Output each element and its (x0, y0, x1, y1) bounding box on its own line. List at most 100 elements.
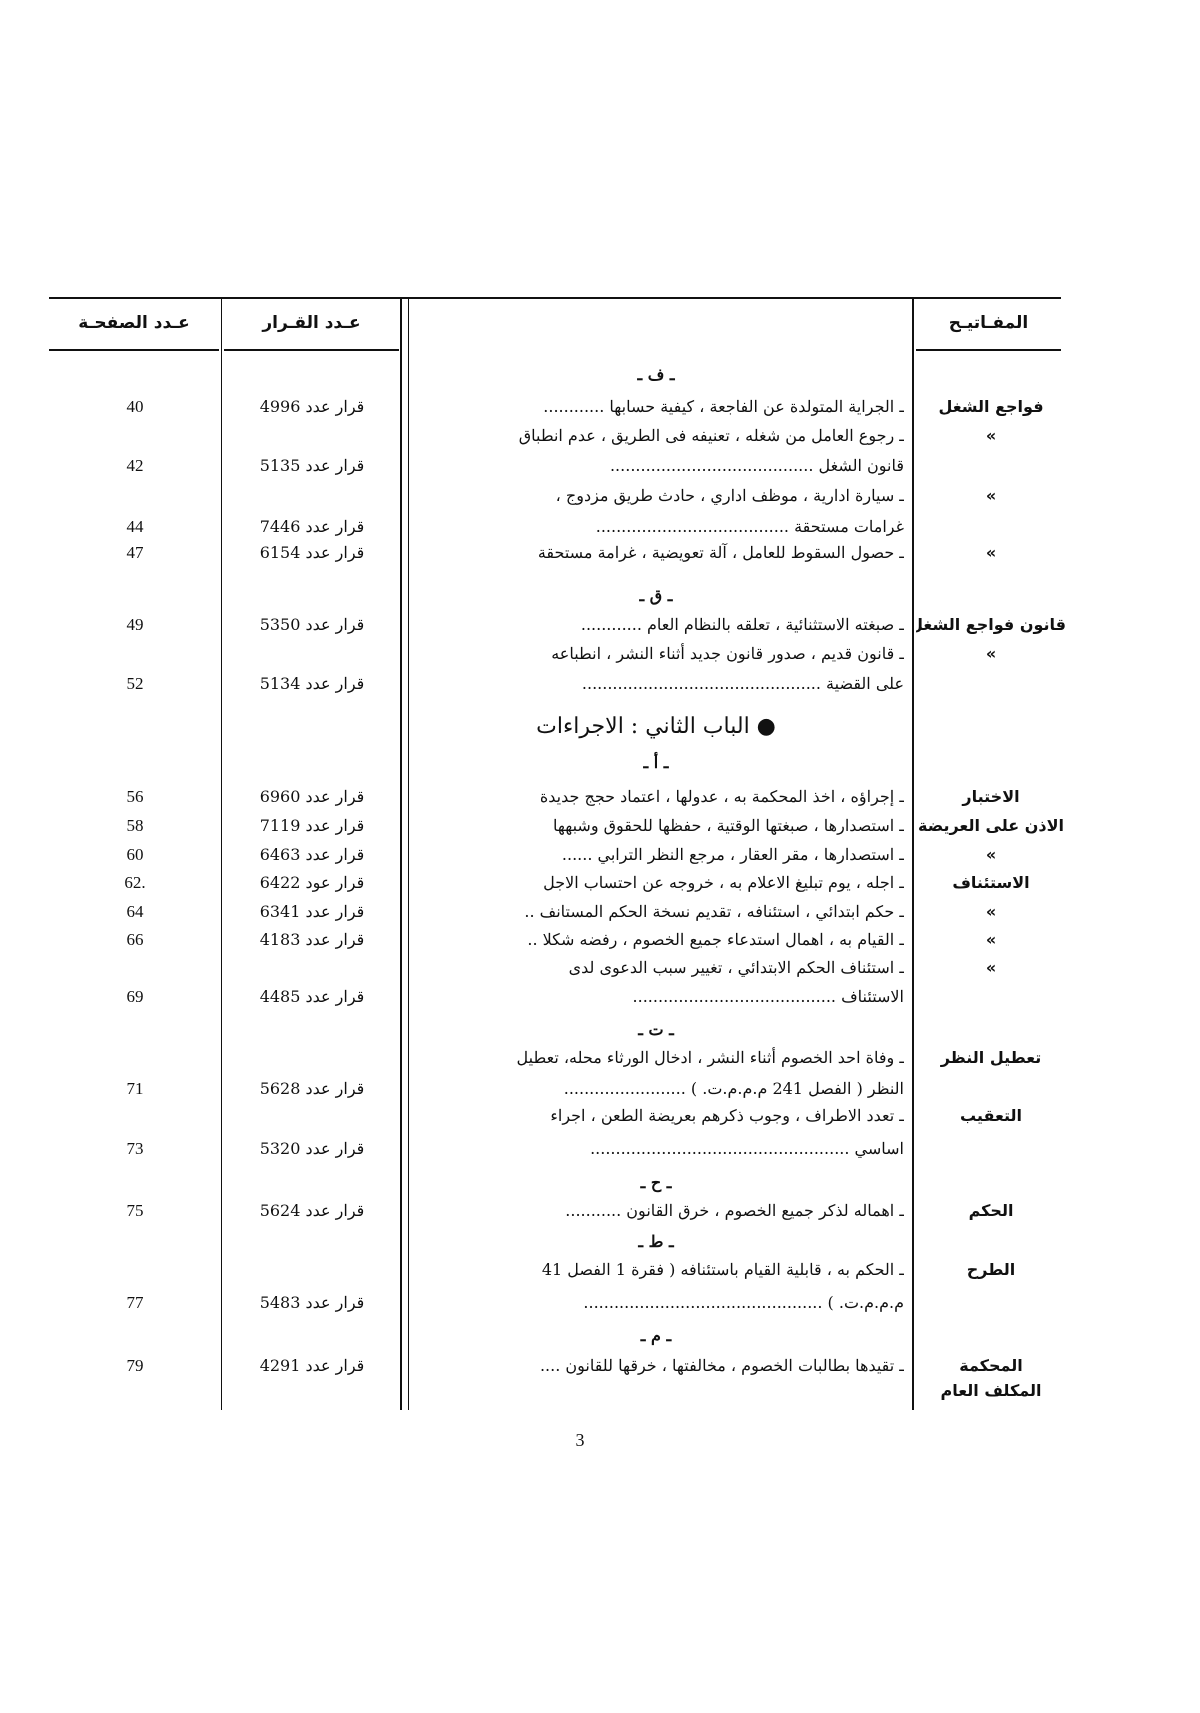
top-rule (49, 297, 1061, 299)
header-bottom-rule-keywords (916, 349, 1061, 351)
entry-description: ـ حكم ابتدائي ، استئنافه ، تقديم نسخة ال… (524, 902, 904, 921)
entry-keyword: » (985, 426, 997, 445)
page-reference: .62 (124, 873, 146, 892)
page-reference: 44 (126, 517, 144, 536)
page-reference: 56 (126, 787, 144, 806)
header-keywords: المفـاتيـح (948, 313, 1029, 333)
page-reference: 60 (126, 845, 144, 864)
entry-keyword: » (985, 486, 997, 505)
entry-description: ـ استئناف الحكم الابتدائي ، تغيير سبب ال… (568, 958, 904, 977)
section-letter: ـ ط ـ (638, 1232, 674, 1251)
page-reference: 79 (126, 1356, 144, 1375)
section-letter: ـ ف ـ (637, 365, 675, 384)
entry-keyword: التعقيب (959, 1106, 1023, 1125)
chapter-heading: ● الباب الثاني : الاجراءات (536, 714, 776, 739)
decision-number: قرار عدد 5135 (259, 456, 365, 475)
entry-description: ـ صبغته الاستثنائية ، تعلقه بالنظام العا… (580, 615, 904, 634)
entry-keyword: الاذن على العريضة (917, 816, 1064, 835)
decision-number: قرار عدد 5624 (259, 1201, 365, 1220)
entry-description: غرامات مستحقة ..........................… (595, 517, 904, 536)
page-reference: 71 (126, 1079, 144, 1098)
page-reference: 73 (126, 1139, 144, 1158)
decision-number: قرار عدد 6960 (259, 787, 365, 806)
column-divider (912, 298, 914, 1410)
decision-number: قرار عدد 4183 (259, 930, 365, 949)
page-reference: 75 (126, 1201, 144, 1220)
header-bottom-rule-page (49, 349, 219, 351)
entry-description: الاستئناف ..............................… (632, 987, 904, 1006)
section-letter: ـ أ ـ (643, 753, 669, 772)
page-reference: 77 (126, 1293, 144, 1312)
entry-keyword: » (985, 958, 997, 977)
entry-keyword: الحكم (968, 1201, 1014, 1220)
decision-number: قرار عدد 4996 (259, 397, 365, 416)
decision-number: قرار عدد 6463 (259, 845, 365, 864)
entry-keyword: » (985, 902, 997, 921)
entry-description: ـ اجله ، يوم تبليغ الاعلام به ، خروجه عن… (543, 873, 904, 892)
entry-description: ـ الحكم به ، قابلية القيام باستئنافه ( ف… (541, 1260, 904, 1279)
entry-description: ـ قانون قديم ، صدور قانون جديد أثناء الن… (551, 644, 904, 663)
page-reference: 69 (126, 987, 144, 1006)
page-number: 3 (575, 1430, 585, 1450)
entry-keyword: » (985, 845, 997, 864)
header-page-number: عـدد الصفحـة (78, 313, 190, 333)
entry-description: ـ تقيدها بطالبات الخصوم ، مخالفتها ، خرق… (539, 1356, 904, 1375)
entry-keyword: الاختبار (962, 787, 1020, 806)
entry-description: قانون الشغل ............................… (609, 456, 904, 475)
decision-number: قرار عدد 7446 (259, 517, 365, 536)
entry-description: ـ تعدد الاطراف ، وجوب ذكرهم بعريضة الطعن… (550, 1106, 904, 1125)
entry-description: ـ سيارة ادارية ، موظف اداري ، حادث طريق … (555, 486, 904, 505)
column-divider (408, 298, 409, 1410)
page-reference: 49 (126, 615, 144, 634)
header-bottom-rule-decision (224, 349, 399, 351)
entry-keyword: فواجع الشغل (938, 397, 1044, 416)
section-letter: ـ ت ـ (638, 1020, 674, 1039)
entry-keyword: قانون فواجع الشغل (916, 615, 1066, 634)
section-letter: ـ ح ـ (640, 1173, 672, 1192)
column-divider (400, 298, 402, 1410)
header-decision-number: عـدد القـرار (262, 313, 361, 333)
entry-description: ـ وفاة احد الخصوم أثناء النشر ، ادخال ال… (516, 1048, 904, 1067)
page-reference: 58 (126, 816, 144, 835)
entry-description: م.م.م.ت. ) .............................… (583, 1293, 904, 1312)
decision-number: قرار عود 6422 (259, 873, 365, 892)
entry-keyword: تعطيل النظر (940, 1048, 1042, 1067)
page-reference: 66 (126, 930, 144, 949)
section-letter: ـ م ـ (640, 1326, 672, 1345)
entry-keyword: المكلف العام (940, 1381, 1042, 1400)
page-reference: 40 (126, 397, 144, 416)
entry-description: ـ الجراية المتولدة عن الفاجعة ، كيفية حس… (543, 397, 904, 416)
section-letter: ـ ق ـ (639, 586, 673, 605)
entry-keyword: » (985, 930, 997, 949)
page-reference: 52 (126, 674, 144, 693)
entry-keyword: المحكمة (959, 1356, 1023, 1375)
page-reference: 64 (126, 902, 144, 921)
entry-description: اساسي ..................................… (590, 1139, 904, 1158)
entry-keyword: الاستئناف (952, 873, 1030, 892)
entry-description: ـ رجوع العامل من شغله ، تعنيفه فى الطريق… (518, 426, 904, 445)
entry-description: ـ استصدارها ، صبغتها الوقتية ، حفظها للح… (552, 816, 904, 835)
decision-number: قرار عدد 6341 (259, 902, 365, 921)
entry-keyword: » (985, 644, 997, 663)
decision-number: قرار عدد 4291 (259, 1356, 365, 1375)
page-reference: 47 (126, 543, 144, 562)
entry-description: ـ استصدارها ، مقر العقار ، مرجع النظر ال… (561, 845, 904, 864)
column-divider (221, 298, 222, 1410)
entry-description: ـ حصول السقوط للعامل ، آلة تعويضية ، غرا… (537, 543, 904, 562)
decision-number: قرار عدد 4485 (259, 987, 365, 1006)
entry-description: ـ إجراؤه ، اخذ المحكمة به ، عدولها ، اعت… (539, 787, 904, 806)
decision-number: قرار عدد 6154 (259, 543, 365, 562)
decision-number: قرار عدد 7119 (259, 816, 365, 835)
entry-description: ـ اهماله لذكر جميع الخصوم ، خرق القانون … (565, 1201, 904, 1220)
decision-number: قرار عدد 5320 (259, 1139, 365, 1158)
decision-number: قرار عدد 5134 (259, 674, 365, 693)
decision-number: قرار عدد 5483 (259, 1293, 365, 1312)
entry-description: النظر ( الفصل 241 م.م.م.ت. ) ...........… (563, 1079, 904, 1098)
entry-keyword: » (985, 543, 997, 562)
entry-description: ـ القيام به ، اهمال استدعاء جميع الخصوم … (527, 930, 904, 949)
decision-number: قرار عدد 5628 (259, 1079, 365, 1098)
entry-description: على القضية .............................… (581, 674, 904, 693)
decision-number: قرار عدد 5350 (259, 615, 365, 634)
entry-keyword: الطرح (966, 1260, 1016, 1279)
page-reference: 42 (126, 456, 144, 475)
